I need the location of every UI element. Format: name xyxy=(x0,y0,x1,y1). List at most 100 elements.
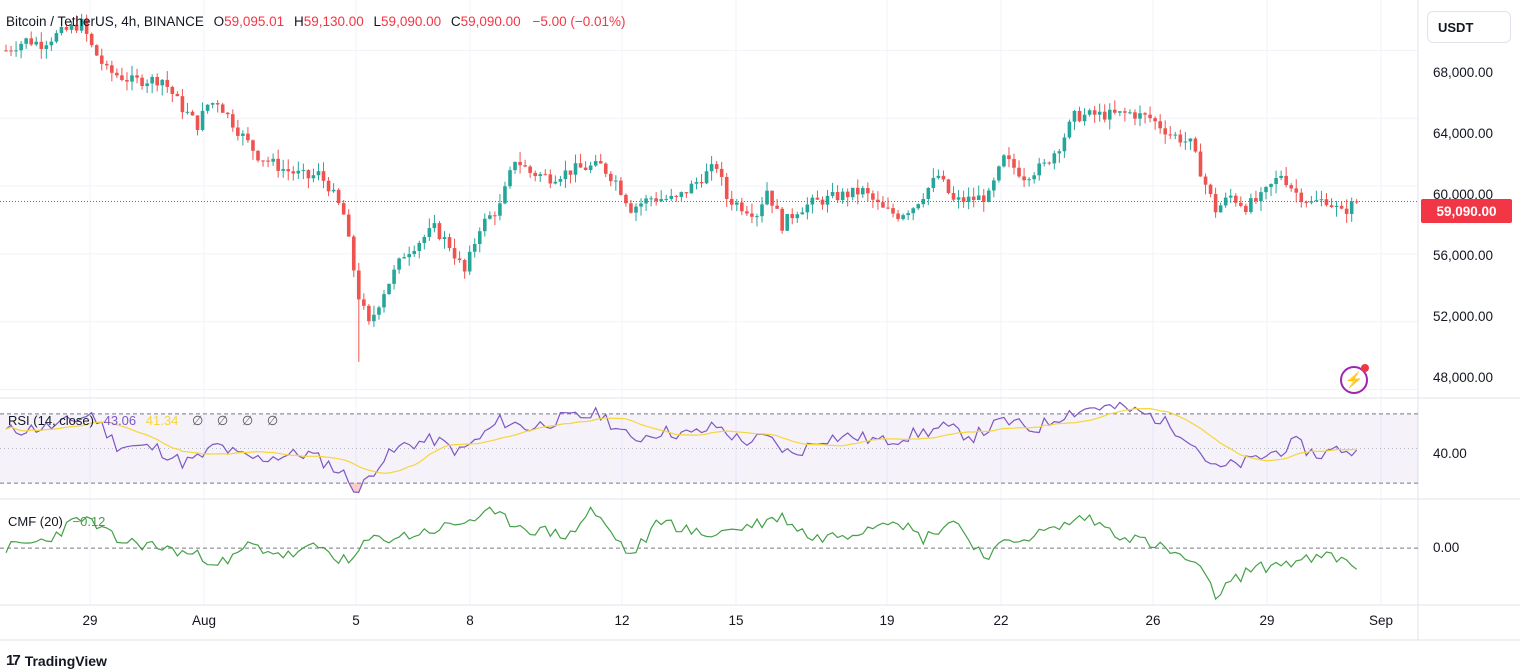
candle-body xyxy=(246,133,250,141)
candle-body xyxy=(74,24,79,31)
candle-body xyxy=(256,150,260,161)
candle-body xyxy=(896,213,900,220)
candle-body xyxy=(699,182,704,184)
candle-body xyxy=(1047,162,1052,164)
candle-body xyxy=(1284,175,1288,186)
candle-body xyxy=(1118,111,1122,113)
price-axis-label: 48,000.00 xyxy=(1433,370,1494,385)
candle-body xyxy=(205,104,210,111)
candle-body xyxy=(563,170,568,180)
candle-body xyxy=(1223,197,1228,206)
candle-body xyxy=(452,248,457,259)
candle-body xyxy=(467,251,472,272)
candle-body xyxy=(427,228,432,238)
candle-body xyxy=(583,167,588,170)
candle-body xyxy=(558,179,563,182)
candle-body xyxy=(911,208,915,214)
candle-body xyxy=(210,103,215,105)
candle-body xyxy=(966,196,971,202)
candle-body xyxy=(14,50,18,52)
candle-body xyxy=(69,24,74,30)
symbol-name[interactable]: Bitcoin / TetherUS, 4h, BINANCE xyxy=(6,14,204,29)
candle-body xyxy=(1324,199,1329,206)
candle-body xyxy=(105,63,109,66)
candle-body xyxy=(820,199,825,205)
candle-body xyxy=(795,214,800,219)
candle-body xyxy=(1269,183,1273,188)
candle-body xyxy=(603,163,608,174)
candle-body xyxy=(442,237,447,239)
candle-body xyxy=(906,213,910,216)
cmf-axis-label: 0.00 xyxy=(1433,540,1460,555)
candle-body xyxy=(861,188,865,195)
candle-body xyxy=(1294,188,1299,193)
time-axis-label: 19 xyxy=(879,613,895,628)
candle-body xyxy=(271,158,275,162)
candle-body xyxy=(714,164,719,169)
candle-body xyxy=(1178,134,1183,143)
candle-body xyxy=(1304,202,1309,204)
candle-body xyxy=(729,198,734,205)
candle-body xyxy=(523,165,527,167)
candle-body xyxy=(170,86,175,94)
candle-body xyxy=(951,193,956,200)
candle-body xyxy=(1299,192,1304,203)
candle-body xyxy=(49,41,54,46)
candle-body xyxy=(9,50,13,52)
candle-body xyxy=(99,55,104,64)
candle-body xyxy=(1082,114,1087,122)
candle-body xyxy=(1148,114,1152,119)
time-axis-label: 15 xyxy=(728,613,744,628)
candle-body xyxy=(251,140,255,151)
rsi-axis-label: 40.00 xyxy=(1433,446,1467,461)
rsi-line xyxy=(5,401,1358,494)
lightning-icon[interactable]: ⚡ xyxy=(1340,366,1368,394)
cmf-legend[interactable]: CMF (20) −0.12 xyxy=(8,514,105,529)
candle-body xyxy=(1007,155,1011,160)
candle-body xyxy=(1057,151,1062,154)
candle-body xyxy=(377,307,381,315)
candle-body xyxy=(175,93,180,97)
candle-body xyxy=(185,111,190,113)
logo-text: TradingView xyxy=(24,652,107,669)
candle-body xyxy=(477,231,482,244)
candle-body xyxy=(59,26,64,34)
candle-body xyxy=(1032,175,1036,180)
low-label: L xyxy=(373,14,382,29)
currency-selector[interactable]: USDT xyxy=(1427,11,1511,43)
candle-body xyxy=(513,161,517,171)
close-value: 59,090.00 xyxy=(460,14,521,29)
candle-body xyxy=(619,180,623,195)
rsi-na-value: ∅ xyxy=(216,413,229,428)
candle-body xyxy=(840,191,845,201)
candle-body xyxy=(598,161,603,164)
candle-body xyxy=(659,199,663,202)
candle-body xyxy=(568,170,573,175)
candle-body xyxy=(1002,155,1006,167)
candle-body xyxy=(780,208,784,231)
candle-body xyxy=(1259,192,1263,202)
candle-body xyxy=(1163,128,1167,135)
candle-body xyxy=(755,216,759,218)
candle-body xyxy=(155,76,159,86)
candle-body xyxy=(1097,111,1102,115)
tradingview-logo[interactable]: 17 TradingView xyxy=(6,652,107,669)
rsi-legend[interactable]: RSI (14, close) 43.06 41.34 ∅ ∅ ∅ ∅ xyxy=(8,413,278,429)
candle-body xyxy=(533,172,537,177)
candle-body xyxy=(1349,201,1354,214)
last-price-tag: 59,090.00 xyxy=(1421,199,1512,223)
candle-body xyxy=(457,258,462,261)
candle-body xyxy=(644,198,648,204)
candle-body xyxy=(472,243,477,252)
candle-body xyxy=(437,223,442,239)
candle-body xyxy=(654,198,658,202)
candle-body xyxy=(936,175,941,178)
candle-body xyxy=(629,203,633,213)
candle-body xyxy=(674,195,679,197)
time-axis-label: 5 xyxy=(352,613,360,628)
candle-body xyxy=(220,104,225,113)
candle-body xyxy=(1213,194,1218,213)
candle-body xyxy=(1158,121,1162,129)
candle-body xyxy=(311,175,316,179)
